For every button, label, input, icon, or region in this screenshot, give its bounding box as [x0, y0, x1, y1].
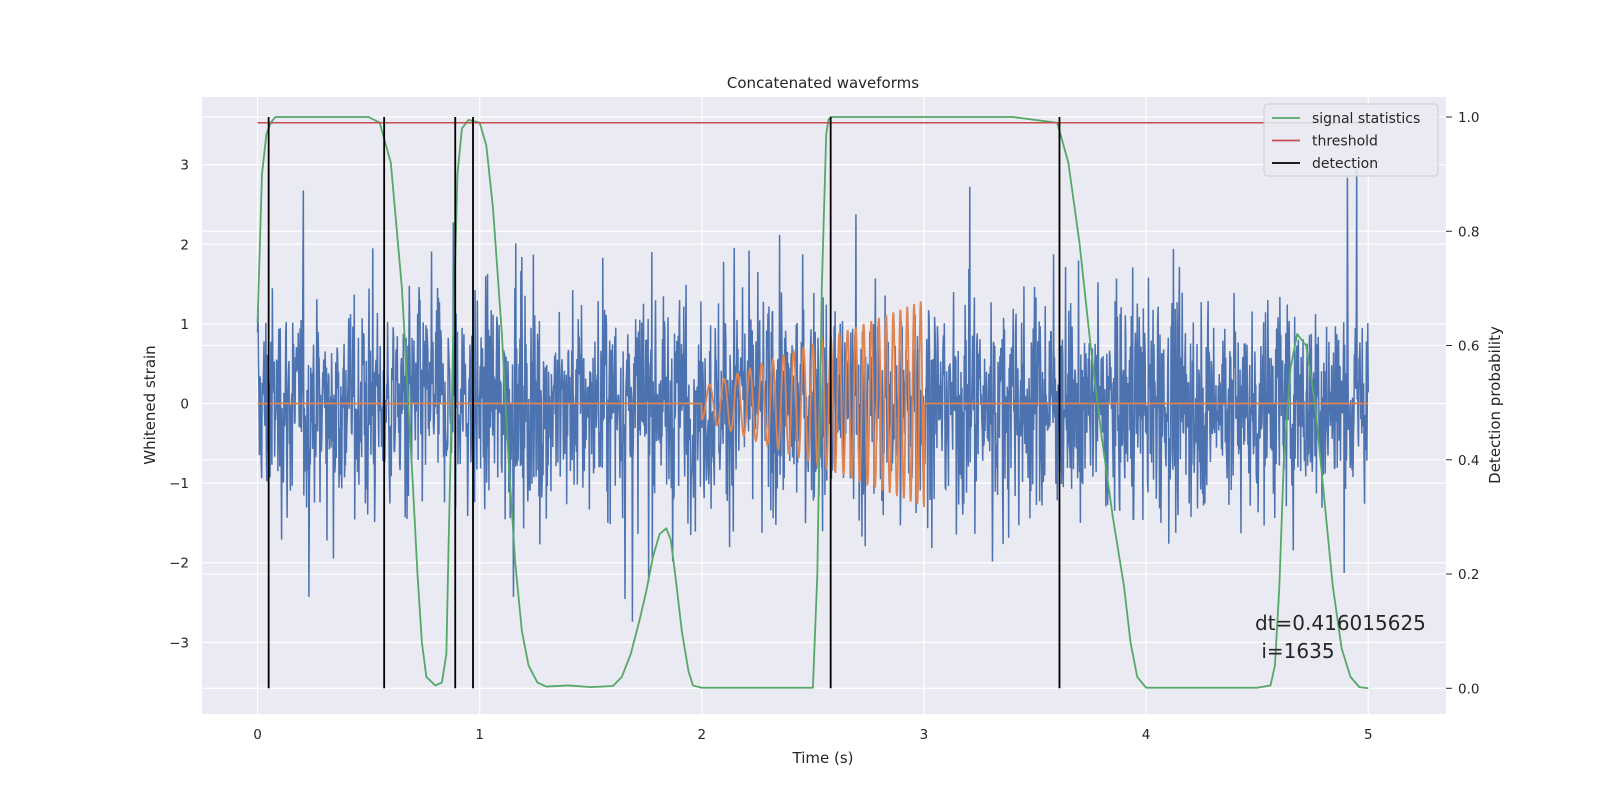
y2-tick-label: 0.6 — [1458, 339, 1479, 355]
legend: signal statistics threshold detection — [1263, 103, 1439, 177]
y2-tick-label: 0.0 — [1458, 681, 1479, 697]
y-tick-label: −2 — [169, 556, 189, 572]
y-axis-label: Whitened strain — [141, 345, 159, 464]
x-tick-label: 2 — [698, 727, 707, 743]
y-tick-label: −1 — [169, 476, 189, 492]
y-tick-label: 1 — [180, 317, 189, 333]
y-tick-label: 0 — [180, 397, 189, 413]
x-axis-label: Time (s) — [792, 749, 854, 767]
legend-box — [1263, 103, 1439, 177]
y2-axis-label: Detection probability — [1486, 326, 1504, 484]
x-tick-label: 4 — [1142, 727, 1151, 743]
y-axis-ticks: −3 −2 −1 0 1 2 3 — [169, 158, 189, 652]
x-tick-label: 3 — [920, 727, 929, 743]
x-tick-label: 0 — [253, 727, 262, 743]
x-tick-label: 5 — [1364, 727, 1373, 743]
y-tick-label: 3 — [180, 158, 189, 174]
series-layer — [256, 116, 1369, 690]
signal-statistics-line — [256, 116, 1369, 690]
x-tick-label: 1 — [475, 727, 484, 743]
legend-label: signal statistics — [1312, 111, 1420, 127]
x-axis-ticks: 0 1 2 3 4 5 — [253, 727, 1372, 743]
annotation-i: i=1635 — [1255, 639, 1335, 663]
chart-title: Concatenated waveforms — [727, 74, 919, 92]
y2-tick-label: 0.4 — [1458, 453, 1479, 469]
strain-noise-line — [256, 168, 1369, 622]
chirp-waveform-line — [257, 301, 1369, 508]
y-tick-label: 2 — [180, 237, 189, 253]
legend-label: threshold — [1312, 134, 1378, 150]
y2-axis-ticks: 0.0 0.2 0.4 0.6 0.8 1.0 — [1446, 110, 1479, 697]
annotation-dt: dt=0.416015625 — [1255, 611, 1426, 635]
y2-tick-label: 0.8 — [1458, 224, 1479, 240]
y2-tick-label: 0.2 — [1458, 567, 1479, 583]
y2-tick-label: 1.0 — [1458, 110, 1479, 126]
y-tick-label: −3 — [169, 635, 189, 651]
legend-label: detection — [1312, 156, 1378, 172]
